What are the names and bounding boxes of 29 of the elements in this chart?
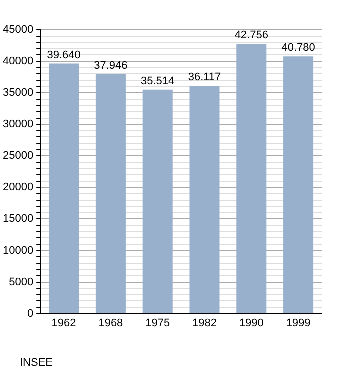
x-tick-label: 1975 <box>146 317 170 330</box>
x-tick-label: 1990 <box>239 317 264 330</box>
y-tick-label: 20000 <box>2 182 34 194</box>
x-tick-label: 1999 <box>286 317 311 330</box>
data-label: 39.640 <box>47 49 81 62</box>
y-tick-label: 10000 <box>2 244 34 257</box>
bar <box>190 86 220 314</box>
y-tick-label: 0 <box>27 308 34 320</box>
y-tick-label: 45000 <box>2 24 34 36</box>
x-tick-label: 1982 <box>192 317 217 330</box>
y-tick-label: 35000 <box>2 87 34 100</box>
x-tick-label: 1962 <box>52 317 76 330</box>
data-label: 37.946 <box>94 60 128 72</box>
x-tick-label: 1968 <box>98 317 124 330</box>
y-tick-label: 5000 <box>9 276 34 288</box>
y-tick-label: 25000 <box>2 150 34 162</box>
bar <box>49 64 80 314</box>
bar <box>284 56 314 314</box>
bar <box>142 90 173 314</box>
data-label: 42.756 <box>234 30 268 42</box>
data-label: 40.780 <box>282 42 316 54</box>
bar <box>236 44 267 314</box>
y-tick-label: 30000 <box>2 118 34 131</box>
bar <box>96 74 126 314</box>
data-label: 36.117 <box>188 72 222 84</box>
text: INSEE <box>20 357 54 369</box>
data-label: 35.514 <box>141 75 175 88</box>
y-tick-label: 15000 <box>2 213 34 226</box>
y-tick-label: 40000 <box>2 56 34 68</box>
